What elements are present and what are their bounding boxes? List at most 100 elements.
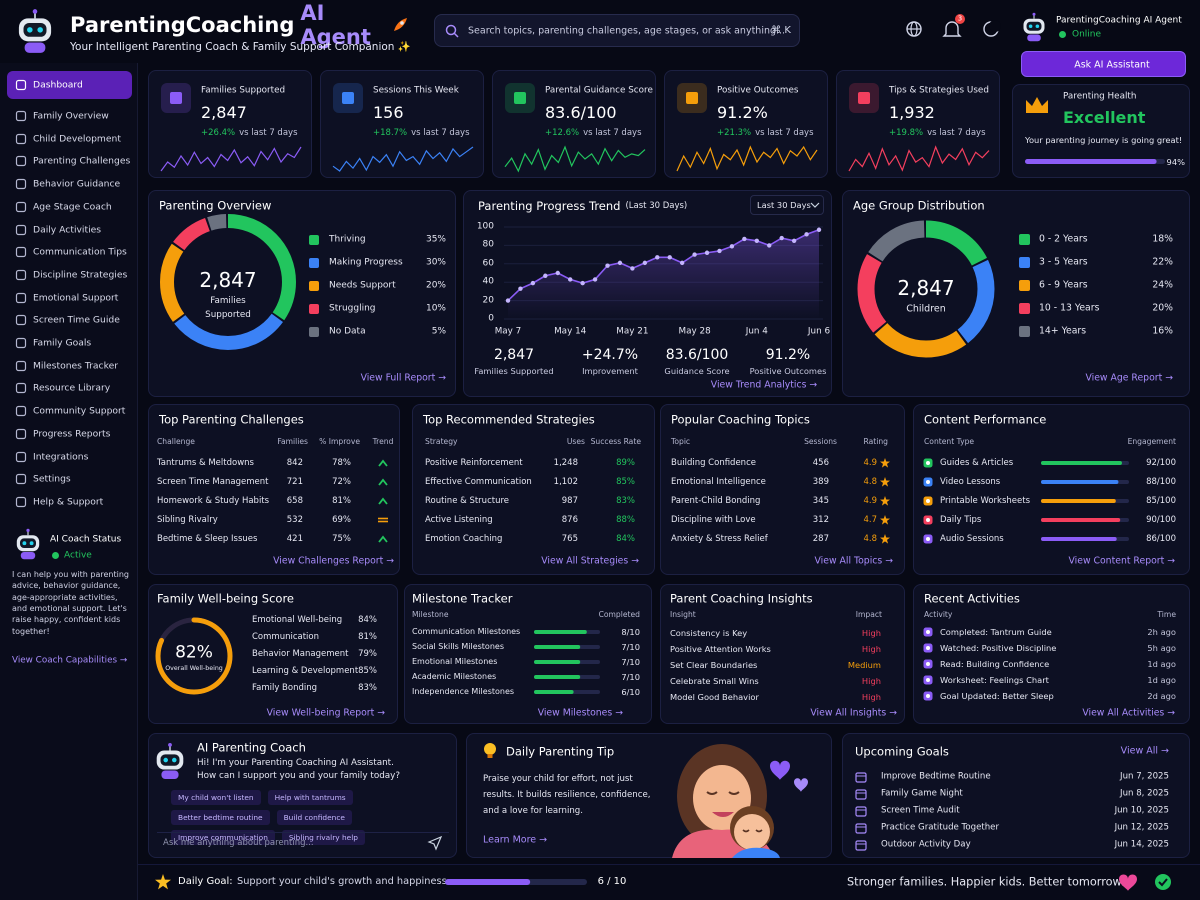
nav-item[interactable]: Integrations bbox=[7, 445, 132, 469]
label: % Improve bbox=[319, 437, 360, 447]
suggestion-chip[interactable]: Improve communication bbox=[171, 830, 275, 845]
label[interactable]: Milestones Tracker bbox=[33, 360, 119, 372]
label[interactable]: Community Support bbox=[33, 405, 126, 417]
graphic bbox=[686, 92, 698, 104]
label: 4.8 bbox=[863, 476, 877, 487]
label[interactable]: View Well-being Report → bbox=[266, 707, 385, 719]
label: 987 bbox=[561, 495, 578, 506]
graphic bbox=[514, 92, 526, 104]
graphic bbox=[880, 458, 890, 468]
nav-item[interactable]: Community Support bbox=[7, 399, 132, 423]
label: 91.2% bbox=[717, 103, 768, 122]
suggestion-chip[interactable]: Sibling rivalry help bbox=[281, 830, 365, 845]
label: Communication Milestones bbox=[412, 627, 521, 636]
graphic bbox=[15, 110, 27, 122]
label[interactable]: Dashboard bbox=[33, 79, 83, 91]
graphic bbox=[534, 690, 600, 694]
nav-item[interactable]: Resource Library bbox=[7, 376, 132, 400]
label[interactable]: View All Insights → bbox=[810, 707, 897, 719]
label[interactable]: Communication Tips bbox=[33, 246, 127, 258]
label[interactable]: Child Development bbox=[33, 133, 121, 145]
label[interactable]: Ask me anything about parenting... bbox=[163, 837, 314, 848]
label[interactable]: View Trend Analytics → bbox=[710, 379, 818, 391]
range-dropdown[interactable]: Last 30 Days bbox=[750, 195, 824, 215]
label[interactable]: View All Activities → bbox=[1082, 707, 1175, 719]
legend-swatch bbox=[309, 327, 319, 337]
nav-item[interactable]: Child Development bbox=[7, 127, 132, 151]
label[interactable]: Integrations bbox=[33, 450, 89, 462]
nav-item[interactable]: Progress Reports bbox=[7, 422, 132, 446]
label[interactable]: View All Topics → bbox=[814, 555, 893, 567]
nav-item[interactable]: Parenting Challenges bbox=[7, 149, 132, 173]
nav-item[interactable]: Emotional Support bbox=[7, 286, 132, 310]
nav-item[interactable]: Screen Time Guide bbox=[7, 308, 132, 332]
status-dot bbox=[52, 552, 59, 559]
label[interactable]: Progress Reports bbox=[33, 428, 111, 440]
chat-input[interactable]: Ask me anything about parenting... bbox=[157, 832, 449, 852]
label: 7/10 bbox=[621, 671, 640, 682]
label[interactable]: View Coach Capabilities → bbox=[12, 655, 128, 666]
nav-item[interactable]: Dashboard bbox=[7, 71, 132, 99]
label[interactable]: Parenting Challenges bbox=[33, 155, 131, 167]
icon bbox=[15, 110, 27, 122]
graphic bbox=[15, 224, 27, 235]
suggestion-chip[interactable]: My child won't listen bbox=[171, 790, 261, 805]
label[interactable]: View Challenges Report → bbox=[273, 555, 394, 567]
nav-item[interactable]: Daily Activities bbox=[7, 218, 132, 242]
label: +21.3% bbox=[717, 128, 752, 138]
nav-item[interactable]: Behavior Guidance bbox=[7, 172, 132, 196]
nav-item[interactable]: Discipline Strategies bbox=[7, 263, 132, 287]
search-box[interactable]: Search topics, parenting challenges, age… bbox=[434, 14, 800, 47]
graphic bbox=[534, 660, 600, 664]
ask-button[interactable]: Ask AI Assistant bbox=[1021, 51, 1186, 77]
suggestion-chip[interactable]: Build confidence bbox=[276, 810, 352, 825]
suggestion-chip[interactable]: Better bedtime routine bbox=[171, 810, 270, 825]
label[interactable]: View Age Report → bbox=[1085, 372, 1173, 384]
label[interactable]: Resource Library bbox=[33, 382, 111, 394]
sparkline bbox=[504, 145, 646, 173]
legend-swatch bbox=[1019, 256, 1030, 268]
label[interactable]: Age Stage Coach bbox=[33, 201, 112, 213]
label[interactable]: Behavior Guidance bbox=[33, 178, 121, 190]
nav-item[interactable]: Communication Tips bbox=[7, 240, 132, 264]
label[interactable]: View Content Report → bbox=[1068, 555, 1175, 567]
label[interactable]: Family Goals bbox=[33, 337, 92, 349]
icon bbox=[855, 789, 867, 800]
label[interactable]: View Milestones → bbox=[537, 707, 623, 719]
icon bbox=[15, 269, 27, 280]
label[interactable]: Discipline Strategies bbox=[33, 269, 128, 281]
label[interactable]: Ask AI Assistant bbox=[1074, 59, 1150, 71]
label[interactable]: Help & Support bbox=[33, 496, 104, 508]
label[interactable]: Last 30 Days bbox=[757, 199, 811, 210]
graphic bbox=[156, 742, 184, 780]
suggestion-chip[interactable]: Help with tantrums bbox=[267, 790, 353, 805]
label: 8/10 bbox=[621, 626, 640, 637]
card: Content Performance Content Type Engagemen… bbox=[913, 404, 1190, 575]
label[interactable]: View All Strategies → bbox=[541, 555, 639, 567]
label[interactable]: Emotional Support bbox=[33, 291, 119, 303]
label[interactable]: Learn More → bbox=[483, 834, 548, 846]
label[interactable]: View All → bbox=[1120, 745, 1169, 757]
label[interactable]: Daily Activities bbox=[33, 223, 102, 235]
graphic bbox=[15, 405, 27, 417]
label: 2,847 bbox=[493, 347, 535, 363]
label: 5h ago bbox=[1147, 642, 1176, 653]
label[interactable]: Settings bbox=[33, 473, 71, 485]
score-ring bbox=[155, 617, 233, 695]
nav-item[interactable]: Help & Support bbox=[7, 490, 132, 514]
label: High bbox=[861, 643, 881, 654]
nav-item[interactable]: Milestones Tracker bbox=[7, 354, 132, 378]
nav-item[interactable]: Settings bbox=[7, 467, 132, 491]
label: Emotion Coaching bbox=[425, 533, 503, 544]
icon bbox=[15, 383, 27, 394]
icon bbox=[926, 461, 930, 465]
label: Jun 12, 2025 bbox=[1114, 822, 1169, 833]
graphic bbox=[15, 360, 27, 371]
label[interactable]: View Full Report → bbox=[360, 372, 446, 384]
nav-item[interactable]: Age Stage Coach bbox=[7, 195, 132, 219]
nav-item[interactable]: Family Overview bbox=[7, 104, 132, 128]
label[interactable]: Family Overview bbox=[33, 110, 109, 122]
label[interactable]: Screen Time Guide bbox=[33, 314, 120, 326]
sparkline bbox=[332, 146, 474, 172]
nav-item[interactable]: Family Goals bbox=[7, 331, 132, 355]
